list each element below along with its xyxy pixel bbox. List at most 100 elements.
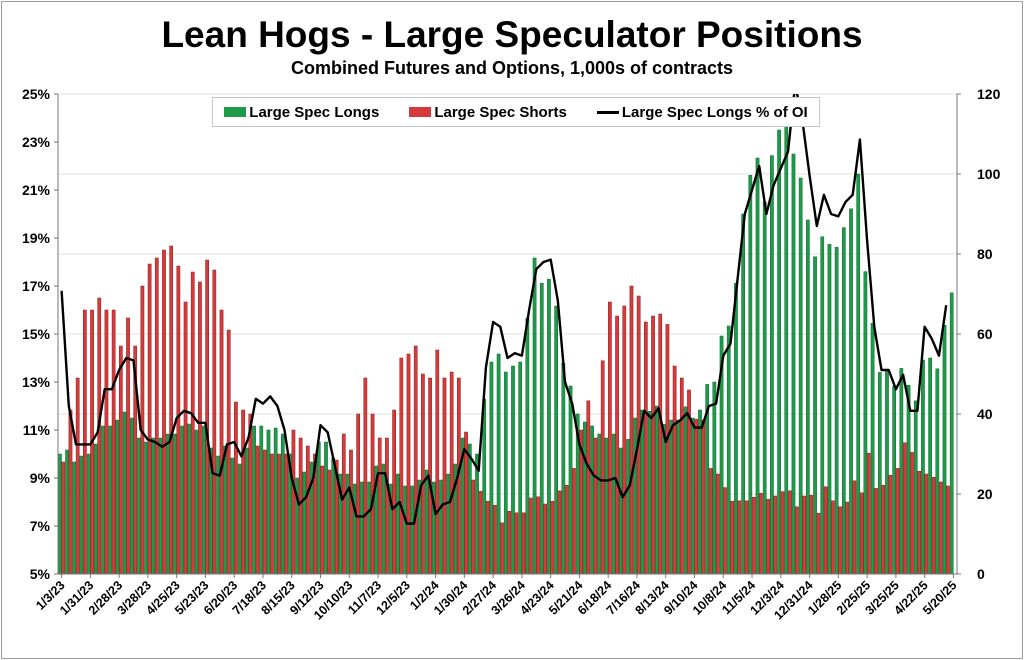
bar-short (270, 453, 274, 575)
bar-long (65, 449, 69, 575)
bar-long (863, 271, 868, 575)
bar-short (852, 480, 857, 575)
bar-short (241, 409, 245, 575)
bar-long (367, 481, 372, 575)
legend-label-pct-oi: Large Spec Longs % of OI (621, 103, 808, 121)
legend-label-shorts: Large Spec Shorts (434, 103, 567, 121)
bar-short (277, 453, 281, 575)
bar-long (489, 361, 494, 575)
bar-short (802, 495, 806, 575)
bar-short (910, 452, 914, 575)
left-tick-label: 7% (30, 518, 51, 534)
right-tick-label: 20 (977, 486, 993, 502)
bar-long (633, 417, 638, 575)
bar-short (413, 345, 418, 575)
bar-long (180, 425, 185, 575)
bar-long (230, 457, 235, 575)
bar-long (518, 361, 523, 575)
bar-short (586, 400, 591, 575)
bar-long (252, 425, 256, 575)
bar-short (521, 512, 526, 575)
bar-long (122, 411, 127, 575)
bar-short (866, 452, 871, 575)
left-tick-label: 19% (22, 230, 51, 246)
bar-long (935, 368, 940, 575)
bar-short (694, 418, 699, 575)
bar-short (622, 305, 627, 575)
bar-long (899, 368, 904, 575)
left-tick-label: 21% (22, 182, 51, 198)
bar-long (482, 398, 487, 575)
bar-short (557, 490, 562, 575)
bar-long (798, 177, 803, 575)
bar-short (838, 506, 842, 575)
bar-short (744, 500, 749, 575)
bar-short (679, 377, 684, 575)
bar-long (144, 441, 149, 575)
bar-short (435, 349, 440, 575)
bar-short (327, 469, 332, 575)
legend-swatch-longs (224, 107, 247, 117)
bar-long (381, 463, 386, 575)
bar-long (942, 324, 947, 575)
left-tick-label: 25% (22, 86, 51, 102)
bar-long (273, 427, 278, 575)
bar-long (302, 471, 307, 575)
bar-long (101, 425, 105, 575)
bar-long (72, 461, 77, 575)
bar-short (830, 500, 835, 575)
bar-short (881, 484, 886, 575)
bar-short (946, 485, 950, 575)
bar-short (751, 496, 756, 575)
bar-long (611, 433, 616, 575)
bar-short (363, 377, 368, 575)
bar-short (795, 506, 799, 575)
bar-short (543, 503, 548, 575)
bar-long (777, 129, 781, 575)
bar-short (773, 495, 778, 575)
bar-long (820, 236, 825, 575)
bar-short (780, 491, 785, 575)
legend-item-pct-oi: Large Spec Longs % of OI (596, 103, 808, 121)
bar-short (701, 419, 706, 575)
bar-short (672, 365, 677, 575)
bar-long (331, 457, 336, 575)
bar-short (730, 500, 735, 575)
bar-short (104, 309, 109, 575)
bar-long (237, 463, 242, 575)
bar-short (500, 522, 504, 575)
bar-short (356, 413, 361, 575)
legend-item-longs: Large Spec Longs (224, 104, 379, 121)
right-tick-label: 100 (977, 166, 1001, 182)
bar-short (658, 313, 663, 575)
bar-long (129, 417, 134, 575)
bar-long (913, 400, 918, 575)
bar-long (547, 278, 551, 575)
bar-short (816, 512, 821, 575)
left-tick-label: 17% (22, 278, 51, 294)
left-tick-label: 23% (22, 134, 51, 150)
bar-short (169, 245, 174, 575)
bar-long (770, 155, 774, 575)
right-tick-label: 40 (977, 406, 993, 422)
bar-long (662, 424, 666, 575)
bar-long (597, 433, 602, 575)
bar-long (403, 485, 407, 575)
bar-short (234, 401, 238, 575)
bar-short (406, 353, 411, 575)
bar-short (320, 465, 325, 575)
bar-short (284, 453, 289, 575)
bar-long (165, 433, 170, 575)
bar-short (600, 360, 605, 575)
bar-short (485, 500, 490, 575)
bar-short (298, 437, 303, 575)
bar-short (449, 371, 454, 575)
bar-short (766, 498, 770, 575)
bar-long (734, 282, 738, 575)
bar-long (669, 419, 674, 575)
bar-short (536, 496, 540, 575)
bar-long (712, 381, 717, 575)
bar-long (467, 443, 472, 575)
